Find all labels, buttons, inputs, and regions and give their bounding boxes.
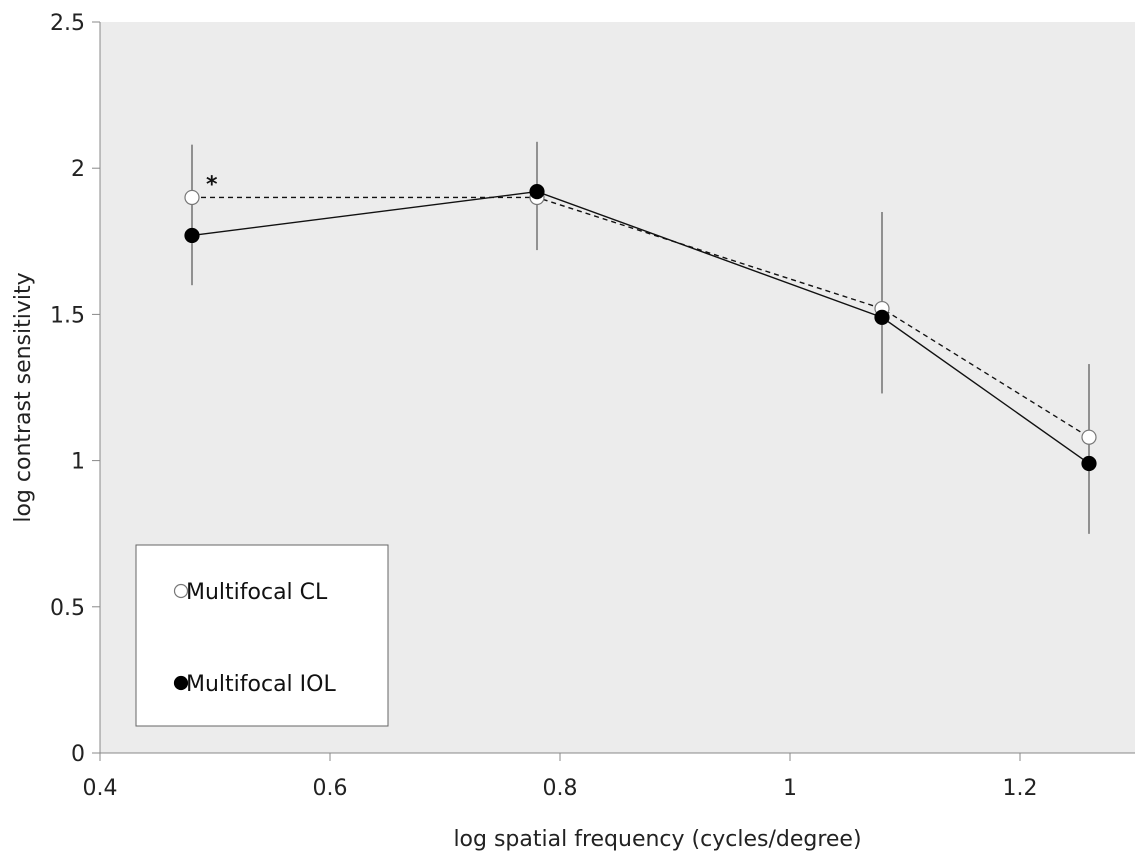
y-tick-label: 0.5 [50, 596, 85, 621]
data-point [529, 183, 545, 200]
data-point [1081, 429, 1097, 445]
y-tick-label: 1 [71, 450, 85, 475]
y-tick-label: 2 [71, 157, 85, 182]
series-line-0 [192, 196, 1090, 438]
data-point [1081, 455, 1097, 472]
x-tick-label: 1.2 [1003, 776, 1038, 801]
x-tick-label: 0.6 [313, 776, 348, 801]
y-tick-label: 0 [71, 742, 85, 767]
legend: Multifocal CL Multifocal IOL [135, 544, 389, 727]
axes: 0 0.5 1 1.5 2 2.5 0.4 0.6 0.8 1 1.2 [50, 11, 1135, 801]
x-tick-label: 0.8 [543, 776, 578, 801]
x-axis-label: log spatial frequency (cycles/degree) [453, 827, 861, 852]
x-tick-label: 0.4 [83, 776, 118, 801]
legend-marker [173, 675, 189, 691]
x-tick-label: 1 [783, 776, 797, 801]
data-point [184, 189, 200, 206]
legend-marker [173, 583, 189, 599]
y-tick-label: 1.5 [50, 303, 85, 328]
series-layer: * [184, 141, 1097, 534]
y-axis-label: log contrast sensitivity [11, 272, 36, 522]
legend-label: Multifocal IOL [186, 672, 336, 697]
data-point [874, 309, 890, 325]
asterisk-annotation: * [206, 172, 218, 197]
legend-box [135, 544, 389, 727]
legend-label: Multifocal CL [186, 580, 328, 605]
y-tick-label: 2.5 [50, 11, 85, 36]
data-point [184, 227, 200, 244]
series-line-1 [191, 190, 1090, 465]
